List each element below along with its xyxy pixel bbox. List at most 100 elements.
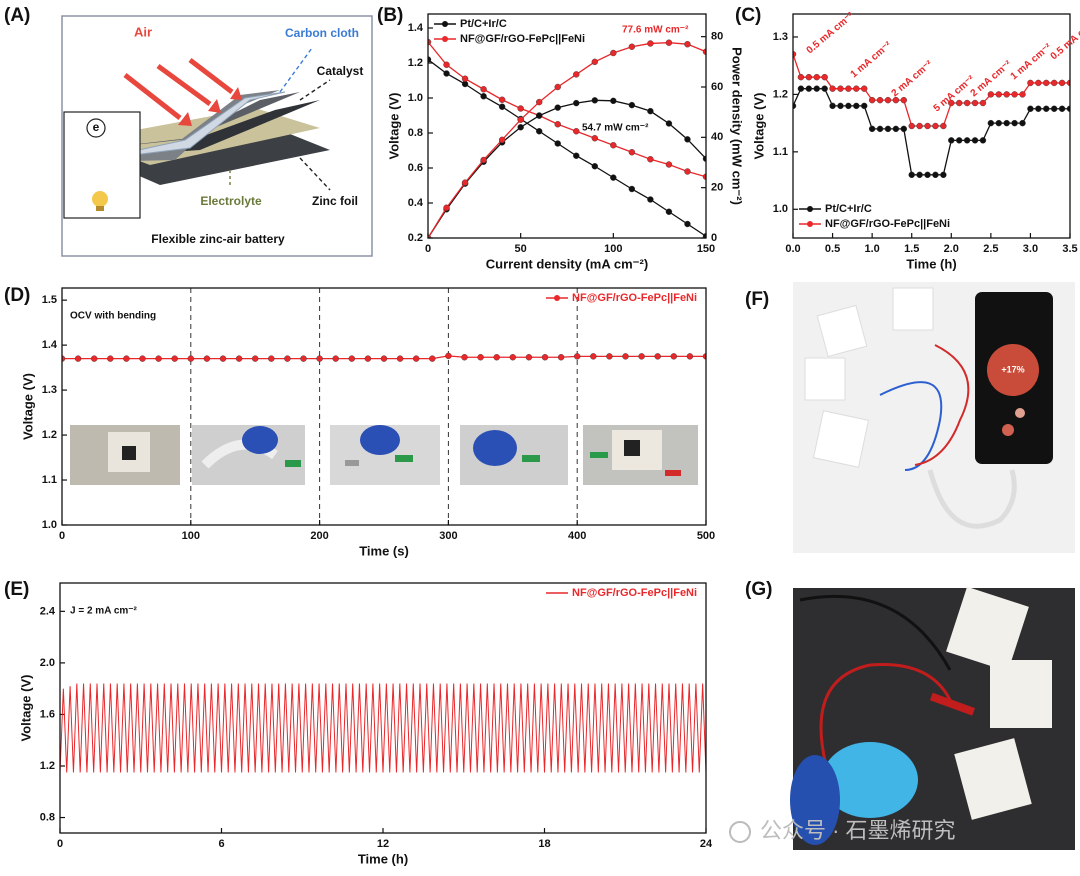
data-point (348, 355, 355, 362)
data-point (235, 355, 243, 362)
data-point (924, 171, 931, 179)
data-point (884, 125, 892, 133)
y-tick-label: 1.4 (408, 22, 424, 34)
series-line (428, 41, 706, 178)
data-point (316, 355, 323, 362)
data-point (628, 185, 636, 193)
data-point (797, 85, 805, 92)
data-point (591, 97, 598, 104)
plot-frame (792, 13, 1071, 239)
data-point (610, 142, 617, 149)
plot-frame (61, 287, 707, 526)
data-point (1011, 91, 1018, 98)
data-point (1058, 79, 1066, 87)
data-point (1011, 119, 1018, 127)
air-label: Air (134, 24, 152, 39)
data-point (498, 103, 506, 110)
data-point (1043, 105, 1050, 112)
data-point (477, 354, 484, 361)
data-point (979, 99, 987, 107)
data-point (948, 99, 955, 107)
data-point (203, 355, 211, 362)
legend-marker (807, 206, 813, 212)
plot-area (62, 352, 706, 362)
data-point (443, 70, 450, 77)
y-tick-label: 0.6 (408, 162, 423, 174)
data-point (573, 99, 580, 107)
data-point (845, 102, 852, 110)
data-point (590, 353, 597, 360)
data-point (793, 102, 797, 110)
photo-phone (793, 282, 1075, 553)
data-point (541, 354, 549, 361)
data-point (517, 124, 524, 131)
data-point (837, 85, 844, 92)
data-point (821, 85, 828, 92)
data-point (853, 102, 860, 110)
y-tick-label: 0.4 (408, 197, 424, 209)
x-tick-label: 50 (515, 243, 527, 255)
data-point (948, 137, 955, 144)
data-point (461, 354, 468, 361)
y-tick-label: 1.6 (40, 708, 55, 720)
panel-label: (G) (745, 579, 772, 600)
data-point (963, 99, 971, 107)
data-point (987, 119, 995, 127)
data-point (380, 355, 388, 362)
data-point (940, 122, 947, 130)
series-line (428, 99, 706, 238)
data-point (1003, 91, 1010, 98)
data-point (443, 204, 450, 211)
annotation: J = 2 mA cm⁻² (70, 606, 138, 617)
data-point (155, 355, 162, 362)
data-point (1019, 119, 1026, 127)
data-point (480, 86, 487, 93)
x-tick-label: 3.0 (1023, 243, 1038, 255)
data-point (876, 96, 884, 104)
data-point (498, 136, 506, 144)
catalyst-label: Catalyst (317, 64, 364, 78)
legend-label: NF@GF/rGO-FePc||FeNi (825, 218, 950, 230)
photo-fan (790, 586, 1075, 850)
data-point (1027, 79, 1034, 87)
data-point (610, 49, 617, 57)
data-point (684, 41, 691, 48)
x-tick-label: 100 (182, 530, 200, 542)
y-tick-label: 1.2 (773, 88, 788, 100)
data-point (268, 355, 275, 362)
data-point (187, 355, 195, 362)
x-axis-label: Time (s) (359, 543, 409, 558)
data-point (90, 355, 98, 362)
data-point (821, 73, 828, 81)
data-point (829, 102, 836, 110)
data-point (628, 149, 636, 156)
legend-label: NF@GF/rGO-FePc||FeNi (572, 292, 697, 304)
y-tick-label: 1.2 (408, 57, 423, 69)
data-point (853, 85, 860, 92)
y2-tick-label: 80 (711, 31, 723, 43)
diagram-caption: Flexible zinc-air battery (151, 232, 285, 246)
data-point (573, 71, 580, 78)
battery-diagram (61, 15, 373, 257)
data-point (171, 355, 178, 362)
data-point (480, 93, 487, 100)
data-point (665, 161, 673, 168)
data-point (908, 171, 915, 179)
y-tick-label: 1.0 (773, 203, 788, 215)
x-axis-label: Time (h) (358, 851, 408, 866)
x-axis-label: Time (h) (906, 256, 956, 271)
x-tick-label: 18 (538, 838, 550, 850)
x-tick-label: 0 (59, 530, 65, 542)
y-tick-label: 1.0 (42, 519, 57, 531)
bending-photos (70, 425, 698, 485)
x-tick-label: 1.0 (864, 243, 879, 255)
data-point (647, 156, 654, 163)
y2-tick-label: 60 (711, 81, 723, 93)
data-point (702, 233, 706, 238)
data-point (647, 107, 654, 115)
series-line (428, 42, 706, 238)
panel-label: (F) (745, 289, 769, 310)
data-point (900, 125, 907, 133)
data-point (876, 125, 884, 133)
